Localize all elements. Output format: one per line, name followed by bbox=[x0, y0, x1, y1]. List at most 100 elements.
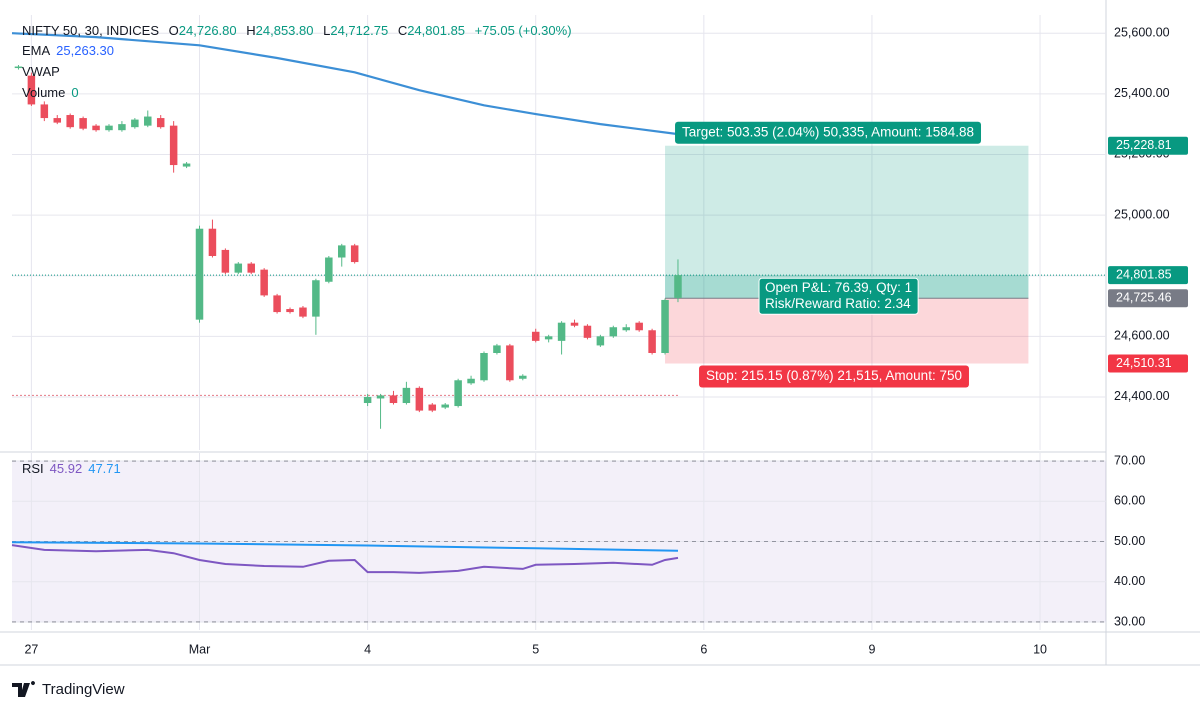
symbol: NIFTY 50, 30, INDICES bbox=[22, 23, 159, 38]
indicator-name: VWAP bbox=[22, 64, 60, 79]
indicator-value: 25,263.30 bbox=[56, 43, 114, 58]
brand: TradingView bbox=[42, 681, 125, 698]
candle-body bbox=[454, 380, 462, 407]
overlay-layer: NIFTY 50, 30, INDICES O24,726.80 H24,853… bbox=[12, 23, 1188, 698]
candle-body bbox=[674, 275, 682, 298]
candle-body bbox=[596, 336, 605, 346]
mark-layer bbox=[11, 32, 682, 574]
overlay-line bbox=[11, 32, 679, 136]
stop-label-box bbox=[699, 365, 969, 388]
rsi-title: RSI bbox=[22, 461, 44, 476]
y-tick-label: 40.00 bbox=[1114, 574, 1145, 588]
candle-body bbox=[40, 104, 49, 119]
candle-body bbox=[661, 299, 669, 353]
candle-body bbox=[53, 118, 62, 123]
candle-body bbox=[92, 125, 100, 131]
candle-body bbox=[635, 322, 643, 331]
price-tag-box bbox=[1108, 266, 1188, 285]
candle-body bbox=[144, 116, 152, 126]
candle-body bbox=[118, 124, 126, 131]
candle-body bbox=[467, 378, 475, 384]
y-tick-label: 24,600.00 bbox=[1114, 329, 1170, 343]
l-label: L bbox=[323, 23, 330, 38]
x-tick-label: 6 bbox=[700, 642, 707, 656]
candle-body bbox=[182, 163, 191, 167]
candle-body bbox=[557, 322, 566, 341]
candle-body bbox=[14, 66, 23, 69]
y-tick-label: 25,600.00 bbox=[1114, 25, 1170, 39]
candle-body bbox=[299, 307, 307, 317]
o-label: O bbox=[169, 23, 179, 38]
x-tick-label: 10 bbox=[1033, 642, 1047, 656]
candle-body bbox=[493, 345, 501, 353]
candle-body bbox=[531, 331, 540, 341]
indicator-name: Volume bbox=[22, 85, 65, 100]
candle-body bbox=[195, 228, 204, 320]
indicator-legend: Volume 0 bbox=[22, 85, 79, 100]
target-zone bbox=[665, 145, 1029, 299]
candle-body bbox=[105, 125, 113, 131]
pnl-label: Open P&L: 76.39, Qty: 1 bbox=[765, 280, 912, 295]
candle-body bbox=[544, 336, 553, 340]
rsi-value: 45.92 bbox=[50, 461, 83, 476]
x-tick-label: 5 bbox=[532, 642, 539, 656]
candle-body bbox=[480, 352, 488, 381]
indicator-value: 0 bbox=[71, 85, 78, 100]
candle-body bbox=[570, 322, 579, 326]
candle-body bbox=[648, 330, 656, 353]
brand-logo bbox=[12, 681, 35, 697]
x-tick-label: 4 bbox=[364, 642, 371, 656]
candle-body bbox=[131, 119, 139, 128]
price-tag-box bbox=[1108, 354, 1188, 373]
x-tick-label: 27 bbox=[24, 642, 38, 656]
candle-body bbox=[260, 269, 268, 296]
candle-body bbox=[363, 396, 372, 404]
stop-label: Stop: 215.15 (0.87%) 21,515, Amount: 750 bbox=[706, 368, 962, 383]
candle-body bbox=[325, 257, 333, 282]
l-value: 24,712.75 bbox=[330, 23, 388, 38]
y-tick-label: 24,400.00 bbox=[1114, 389, 1170, 403]
y-tick-label: 25,000.00 bbox=[1114, 207, 1170, 221]
price-tag: 25,228.81 bbox=[1116, 138, 1172, 152]
candle-body bbox=[441, 404, 449, 408]
candle-body bbox=[286, 309, 294, 313]
background-layer bbox=[0, 0, 1200, 666]
y-tick-label: 50.00 bbox=[1114, 534, 1145, 548]
candle-body bbox=[221, 249, 230, 273]
candle-body bbox=[415, 387, 424, 411]
rsi-line bbox=[11, 544, 679, 574]
change: +75.05 (+0.30%) bbox=[475, 23, 572, 38]
ratio-label: Risk/Reward Ratio: 2.34 bbox=[765, 296, 911, 311]
candle-body bbox=[402, 387, 411, 404]
x-tick-label: Mar bbox=[189, 642, 211, 656]
target-label: Target: 503.35 (2.04%) 50,335, Amount: 1… bbox=[682, 124, 974, 139]
x-tick-label: 9 bbox=[868, 642, 875, 656]
rsi-value: 47.71 bbox=[88, 461, 121, 476]
candle-body bbox=[583, 325, 592, 338]
target-label-group: Target: 503.35 (2.04%) 50,335, Amount: 1… bbox=[675, 121, 982, 144]
candle-body bbox=[208, 228, 217, 256]
candle-body bbox=[79, 118, 87, 129]
y-tick-label: 70.00 bbox=[1114, 453, 1145, 467]
c-label: C bbox=[398, 23, 407, 38]
y-tick-label: 25,400.00 bbox=[1114, 86, 1170, 100]
o-value: 24,726.80 bbox=[179, 23, 237, 38]
price-tag: 24,725.46 bbox=[1116, 291, 1172, 305]
stop-label-group: Stop: 215.15 (0.87%) 21,515, Amount: 750 bbox=[699, 365, 969, 388]
candle-body bbox=[247, 263, 255, 273]
price-tag-box bbox=[1108, 289, 1188, 308]
candle-body bbox=[506, 345, 514, 381]
candle-body bbox=[609, 327, 618, 337]
candle-body bbox=[156, 118, 165, 128]
candle-body bbox=[27, 75, 36, 105]
symbol-legend: NIFTY 50, 30, INDICES O24,726.80 H24,853… bbox=[22, 23, 572, 38]
candle-body bbox=[389, 395, 398, 404]
price-tag: 24,801.85 bbox=[1116, 267, 1172, 281]
indicator-legend: EMA 25,263.30 bbox=[22, 43, 114, 58]
target-label-box bbox=[675, 121, 982, 144]
candle-body bbox=[428, 404, 437, 411]
candle-body bbox=[376, 395, 385, 399]
